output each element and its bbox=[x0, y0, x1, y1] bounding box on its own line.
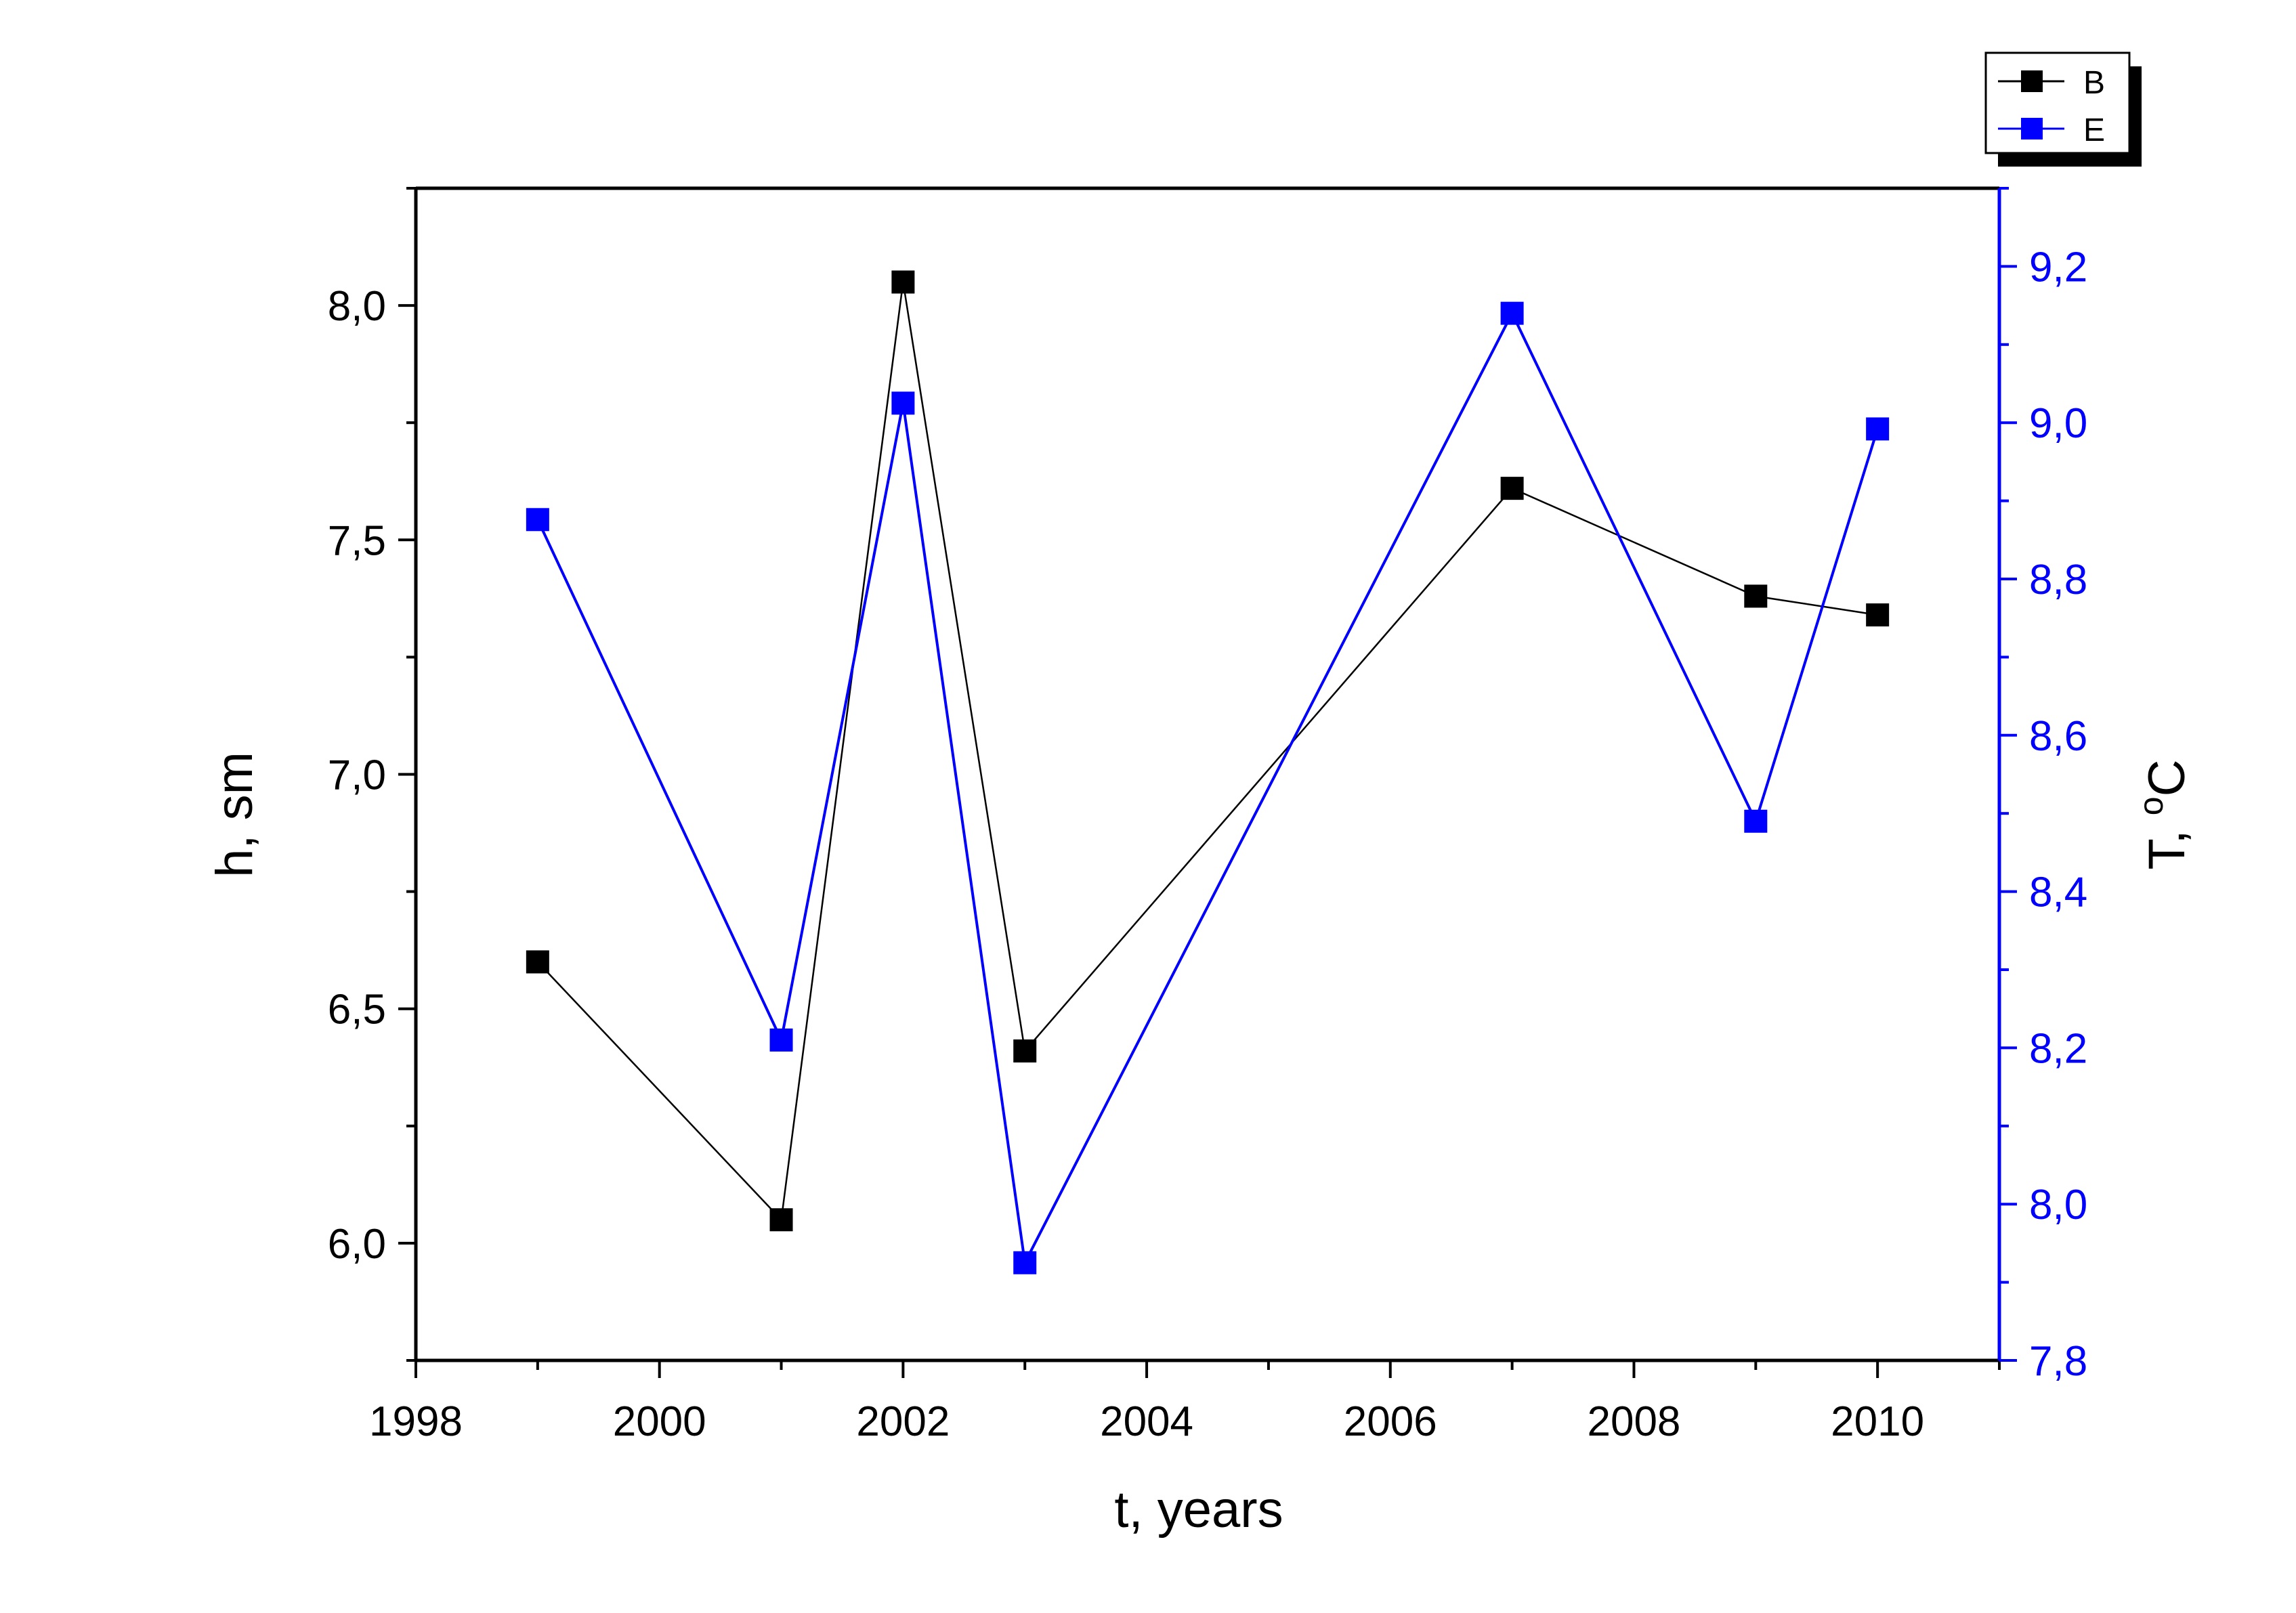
y-right-axis-title-prefix: T, bbox=[2138, 815, 2196, 869]
x-tick-label: 2006 bbox=[1344, 1398, 1437, 1445]
series-e-point bbox=[891, 391, 915, 415]
series-b-point bbox=[891, 270, 915, 294]
y-left-tick-label: 8,0 bbox=[328, 283, 386, 330]
series-e-point bbox=[1500, 301, 1524, 325]
y-right-tick-label: 8,0 bbox=[2029, 1182, 2087, 1228]
x-tick-label: 2002 bbox=[856, 1398, 950, 1445]
y-right-tick-label: 9,2 bbox=[2029, 244, 2087, 291]
x-tick-label: 2010 bbox=[1831, 1398, 1924, 1445]
plot-area: 1998 2000 2002 2004 2006 2008 2010 6,0 6,5 7,0 7,5… bbox=[328, 186, 2087, 1445]
x-tick-label: 2000 bbox=[613, 1398, 706, 1445]
y-left-tick-label: 7,5 bbox=[328, 517, 386, 564]
y-right-axis-title-unit: C bbox=[2138, 760, 2196, 797]
y-right-axis-title-degree: o bbox=[2132, 796, 2170, 815]
series-b-point bbox=[526, 950, 549, 974]
series-e-point bbox=[769, 1028, 793, 1052]
legend-e-marker bbox=[2021, 118, 2043, 139]
series-b-point bbox=[1744, 584, 1768, 608]
y-left-tick-label: 6,5 bbox=[328, 987, 386, 1033]
series-e-point bbox=[1013, 1251, 1037, 1274]
series-e-point bbox=[526, 508, 549, 532]
series-b-point bbox=[1013, 1039, 1037, 1063]
y-right-tick-label: 7,8 bbox=[2029, 1338, 2087, 1385]
legend-box bbox=[1984, 51, 2131, 154]
series-b-point bbox=[1500, 477, 1524, 500]
y-right-tick-label: 8,4 bbox=[2029, 869, 2087, 916]
x-tick-label: 2004 bbox=[1100, 1398, 1193, 1445]
x-tick-label: 2008 bbox=[1587, 1398, 1680, 1445]
series-e-point bbox=[1744, 809, 1768, 833]
series-e-point bbox=[1866, 417, 1890, 441]
legend-b-label: B bbox=[2083, 65, 2105, 101]
y-right-axis-title: T, oC bbox=[2132, 760, 2196, 870]
legend-b-marker bbox=[2021, 70, 2043, 92]
x-tick-label: 1998 bbox=[369, 1398, 463, 1445]
x-axis-title: t, years bbox=[1114, 1481, 1283, 1539]
y-left-tick-label: 7,0 bbox=[328, 752, 386, 799]
y-right-tick-label: 8,8 bbox=[2029, 557, 2087, 603]
series-b-point bbox=[1866, 603, 1890, 627]
legend: BE bbox=[1984, 51, 2142, 167]
y-left-tick-label: 6,0 bbox=[328, 1221, 386, 1268]
y-right-tick-label: 8,2 bbox=[2029, 1025, 2087, 1072]
y-right-tick-label: 8,6 bbox=[2029, 713, 2087, 760]
y-right-tick-label: 9,0 bbox=[2029, 400, 2087, 447]
legend-e-label: E bbox=[2083, 112, 2105, 148]
series-b-point bbox=[769, 1208, 793, 1232]
y-left-axis-title: h, sm bbox=[206, 752, 263, 878]
